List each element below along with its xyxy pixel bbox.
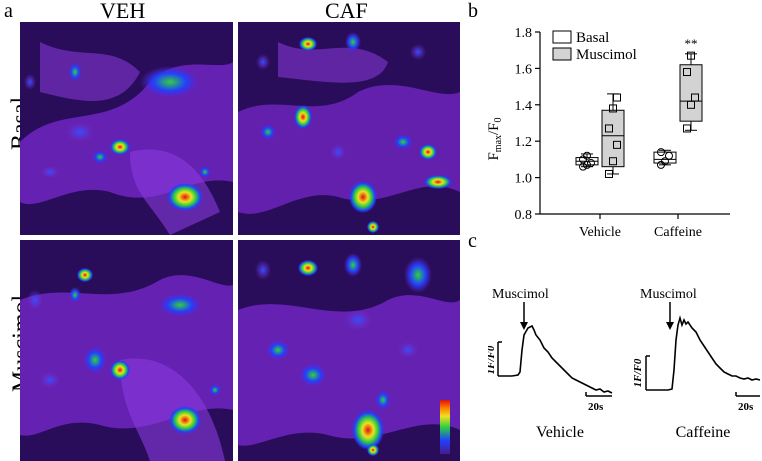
data-point [613,140,621,149]
box-muscimol-vehicle [601,109,625,168]
calcium-trace-caffeine [658,315,761,391]
y-tick-label: 1.0 [515,172,533,187]
significance-annotation: ** [685,36,698,51]
y-tick-label: 1.2 [515,135,533,150]
y-tick-label: 1.6 [515,62,533,77]
color-scale-bar [440,400,450,454]
data-point [691,93,699,102]
box-muscimol-caffeine [679,64,703,122]
y-tick-label: 0.8 [515,208,533,223]
x-tick-label: Caffeine [654,225,702,240]
y-scale-label-caffeine: 1F/F0 [632,358,644,387]
legend-swatch-muscimol [552,47,572,61]
legend-swatch-basal [552,30,572,44]
data-point [683,124,691,133]
column-title-veh: VEH [100,0,146,23]
legend-label-basal: Basal [576,30,609,46]
data-point [613,93,621,102]
data-point [605,169,613,178]
data-point [661,157,669,166]
data-point [605,124,613,133]
y-tick-label: 1.8 [515,26,533,41]
y-axis-label: Fmax/F0 [486,117,504,160]
data-point [665,151,673,160]
column-title-caf: CAF [325,0,368,23]
data-point [609,157,617,166]
micrograph-caf-basal [238,22,460,235]
legend-label-muscimol: Muscimol [576,47,637,63]
panel-b-letter: b [468,0,478,22]
y-tick-label: 1.4 [515,99,533,114]
stimulus-label-caffeine: Muscimol [640,287,697,302]
data-point [587,159,595,168]
micrograph-caf-muscimol [238,240,460,461]
time-scale-label-caffeine: 20s [738,401,754,413]
data-point [657,148,665,157]
time-scale-label-vehicle: 20s [588,401,604,413]
panel-a-letter: a [4,0,13,22]
trace-title-caffeine: Caffeine [675,424,731,441]
x-tick-label: Vehicle [579,225,621,240]
trace-vehicle: Muscimol 1F/F0 20s [485,280,618,420]
micrograph-veh-muscimol [20,240,233,461]
data-point [609,104,617,113]
calcium-trace-vehicle [511,324,613,394]
trace-caffeine: Muscimol 1F/F0 20s [628,280,762,420]
stimulus-label-vehicle: Muscimol [492,287,549,302]
data-point [683,68,691,77]
data-point [583,160,591,169]
data-point [583,151,591,160]
box-plot-chart: 0.8 1.0 1.2 1.4 1.6 1.8 Vehicle Caffeine ** Fma… [478,14,762,250]
panel-c-letter: c [468,230,477,252]
micrograph-veh-basal [20,22,233,235]
data-point [687,51,695,60]
trace-title-vehicle: Vehicle [536,424,584,441]
y-scale-label-vehicle: 1F/F0 [488,345,497,374]
